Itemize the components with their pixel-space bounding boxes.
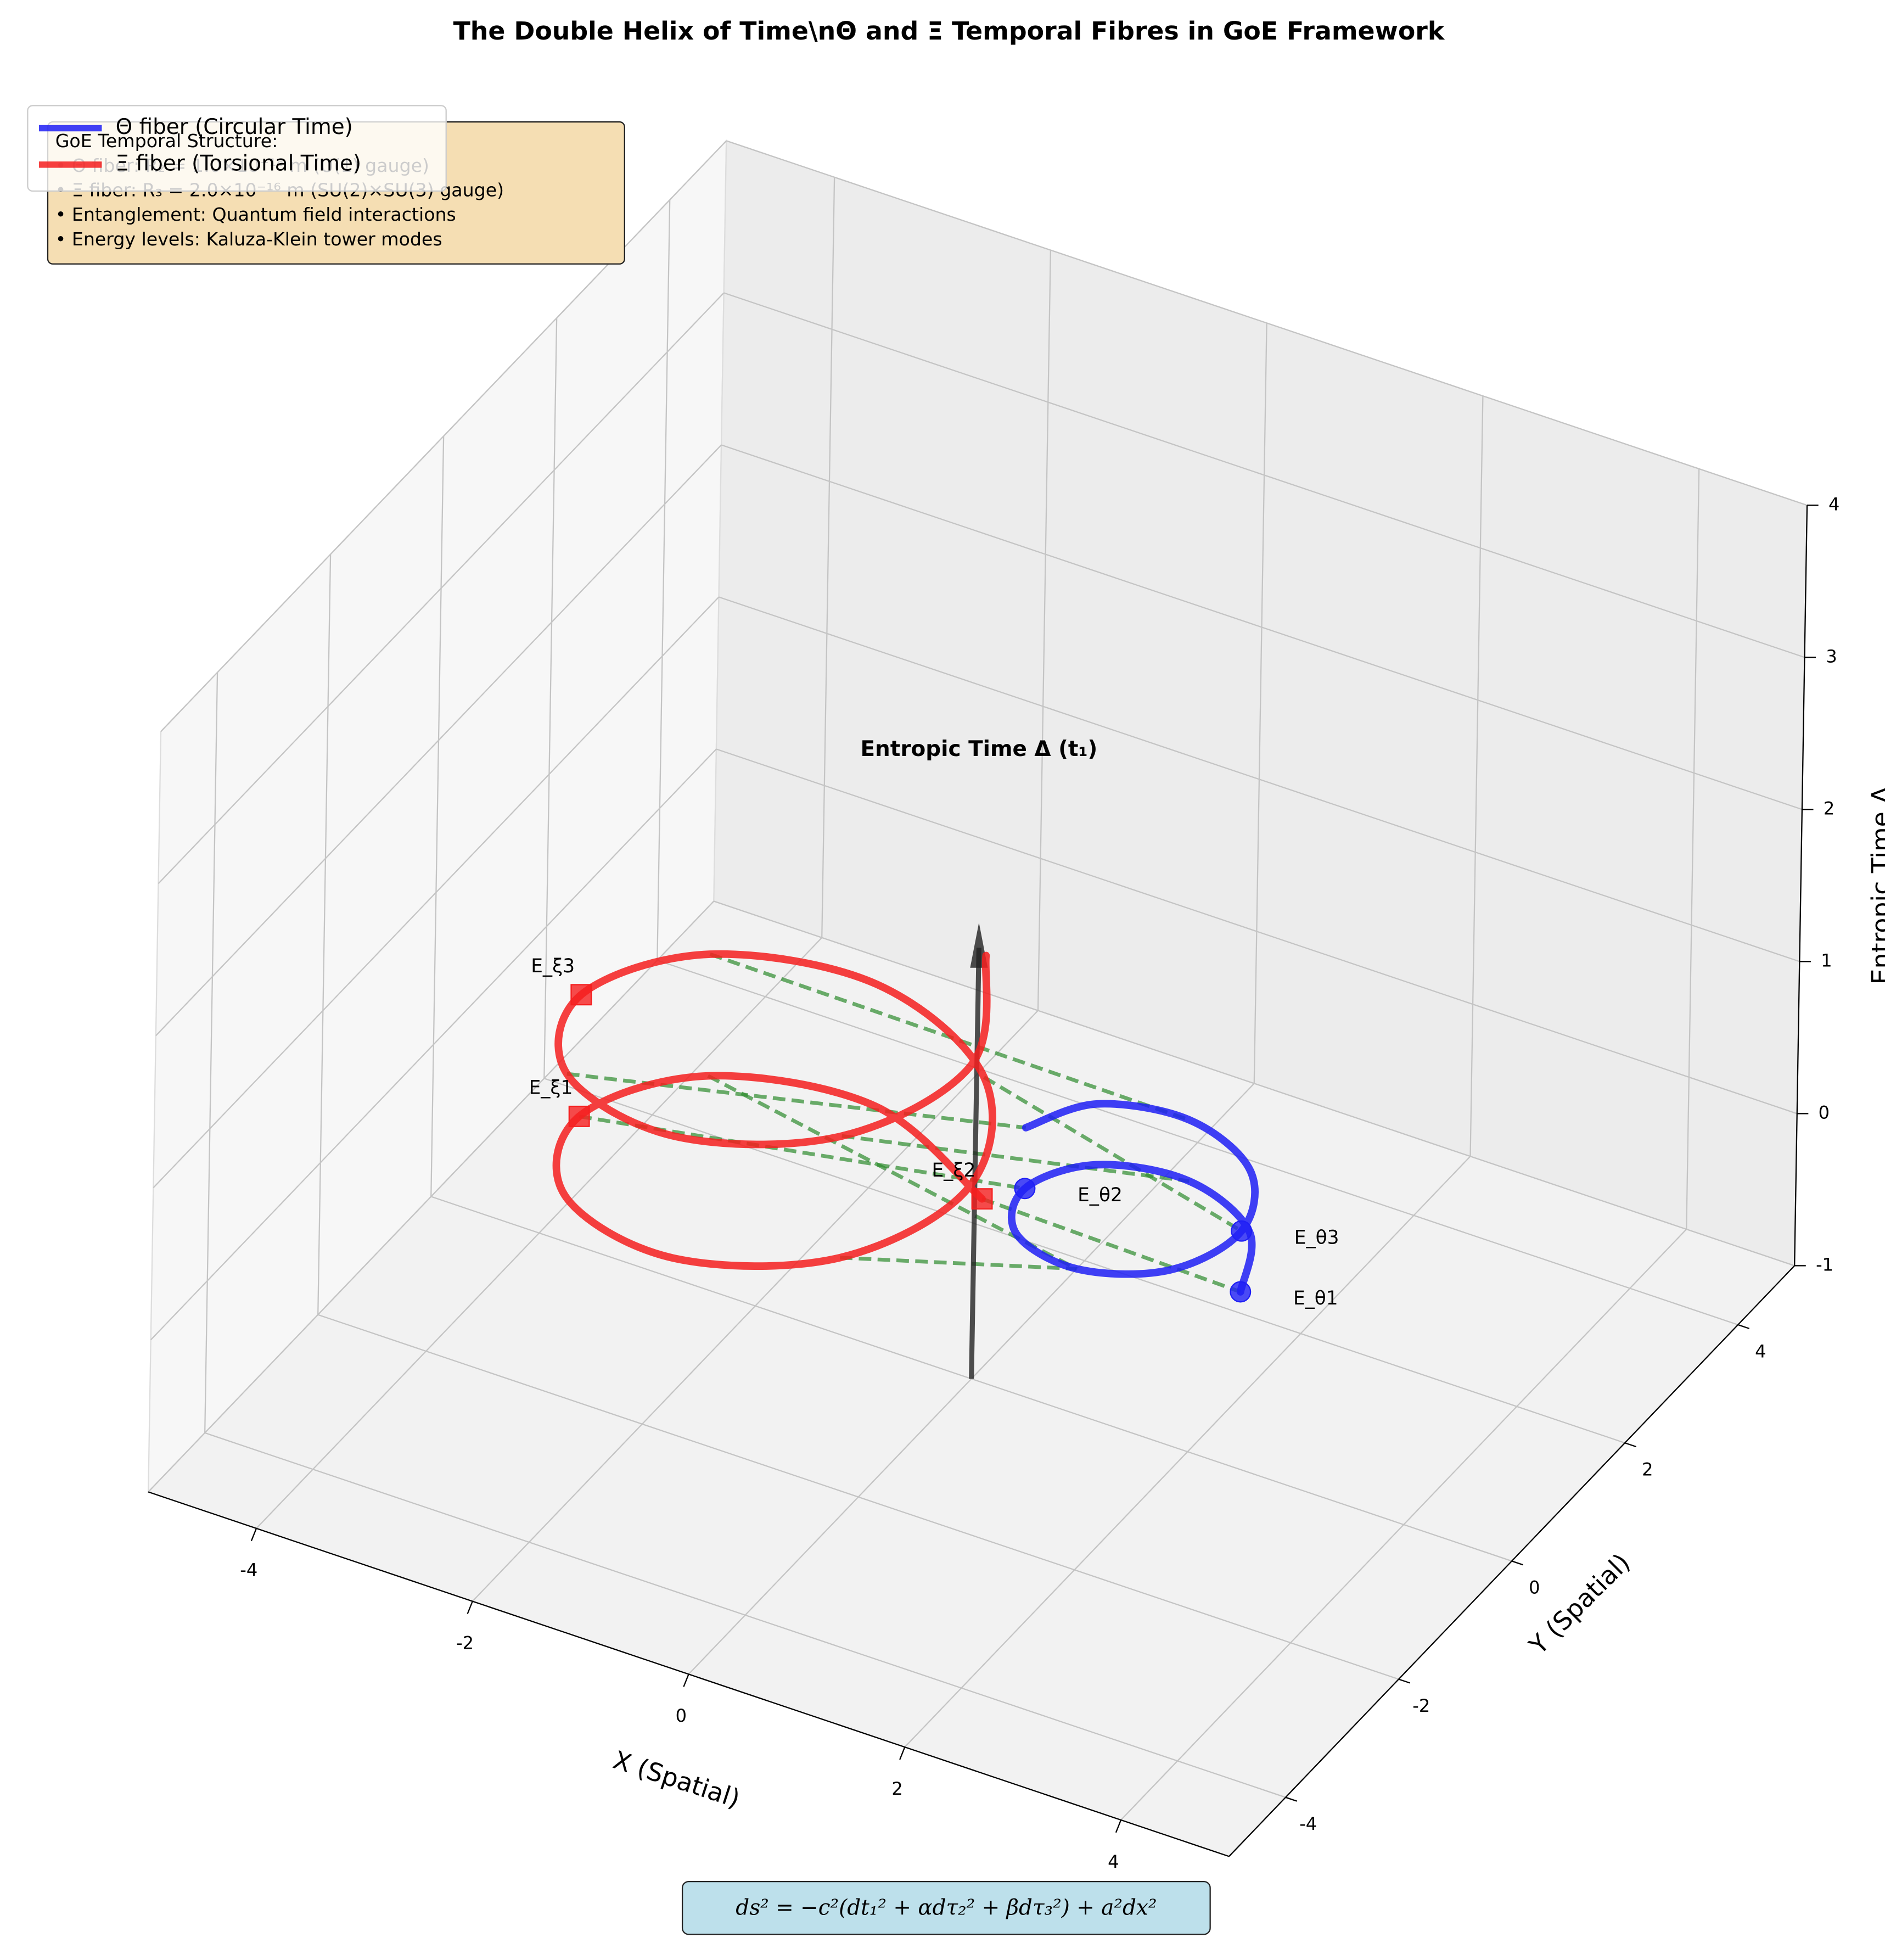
grid-line xyxy=(723,292,1805,658)
grid-line xyxy=(657,959,1738,1326)
grid-line xyxy=(1253,323,1267,1084)
fiber-line xyxy=(1008,1100,1259,1296)
grid-line xyxy=(821,177,835,938)
x-tick xyxy=(250,1528,257,1542)
energy-marker xyxy=(570,984,592,1006)
x-tick xyxy=(683,1673,689,1687)
y-tick xyxy=(1511,1560,1524,1566)
y-tick-label: -2 xyxy=(1412,1695,1430,1716)
info-line: • Energy levels: Kaluza-Klein tower mode… xyxy=(55,228,442,250)
energy-label: E_ξ3 xyxy=(531,955,575,977)
grid-line xyxy=(430,436,445,1197)
entanglement-link xyxy=(839,1256,1077,1271)
grid-line xyxy=(543,1078,1625,1444)
y-tick-label: 0 xyxy=(1529,1577,1540,1598)
entanglement-link xyxy=(981,1197,1241,1294)
grid-line xyxy=(155,444,722,1037)
grid-line xyxy=(317,554,332,1315)
grid-line xyxy=(160,140,727,732)
z-tick-label: 2 xyxy=(1824,798,1834,819)
grid-line xyxy=(1686,468,1700,1229)
energy-label: E_θ1 xyxy=(1293,1287,1338,1309)
x-tick-label: -2 xyxy=(456,1632,474,1653)
y-tick-label: -4 xyxy=(1299,1813,1317,1834)
grid-line xyxy=(153,596,720,1189)
formula: ds² = −c²(dt₁² + αdτ₂² + βdτ₃²) + a²dx² xyxy=(736,1896,1157,1920)
entanglement-link xyxy=(841,1134,1190,1183)
grid-line xyxy=(721,444,1803,810)
z-tick-label: 3 xyxy=(1826,646,1837,667)
z-tick-label: -1 xyxy=(1816,1254,1833,1275)
y-tick-label: 2 xyxy=(1642,1459,1653,1480)
energy-marker xyxy=(568,1105,590,1127)
grid-line xyxy=(158,292,725,884)
axis-line xyxy=(1794,505,1808,1266)
x-tick xyxy=(1115,1819,1122,1833)
grid-line xyxy=(657,199,671,961)
energy-label: E_θ3 xyxy=(1294,1227,1339,1248)
grid-line xyxy=(317,1314,1399,1680)
energy-marker xyxy=(1231,1220,1253,1242)
arrow-label: Entropic Time Δ (t₁) xyxy=(860,737,1097,761)
y-axis-label: Y (Spatial) xyxy=(1523,1548,1636,1660)
grid-line xyxy=(204,1432,1286,1798)
y-tick xyxy=(1624,1442,1637,1448)
energy-label: E_ξ2 xyxy=(932,1160,975,1181)
legend xyxy=(27,105,447,192)
z-tick-label: 0 xyxy=(1819,1102,1830,1123)
time-arrow xyxy=(969,948,981,1379)
x-tick xyxy=(899,1746,906,1760)
axis-line xyxy=(148,1491,1230,1857)
grid-line xyxy=(148,900,715,1493)
x-tick-label: 0 xyxy=(676,1705,687,1726)
grid-line xyxy=(543,318,558,1079)
legend-label: Θ fiber (Circular Time) xyxy=(116,115,353,139)
info-line: GoE Temporal Structure: xyxy=(55,130,278,152)
grid-line xyxy=(150,748,717,1341)
grid-line xyxy=(204,672,218,1433)
z-tick-label: 1 xyxy=(1821,950,1832,971)
grid-line xyxy=(1469,396,1484,1157)
x-tick-label: 2 xyxy=(891,1778,902,1799)
x-axis-label: X (Spatial) xyxy=(610,1745,744,1813)
x-tick-label: 4 xyxy=(1108,1851,1119,1872)
z-axis-label: Entropic Time Δ xyxy=(1866,786,1885,984)
x-tick xyxy=(467,1601,473,1614)
z-tick-label: 4 xyxy=(1828,494,1839,514)
x-tick-label: -4 xyxy=(240,1560,257,1581)
energy-marker xyxy=(971,1188,993,1210)
energy-label: E_θ2 xyxy=(1078,1184,1123,1206)
energy-marker xyxy=(1014,1178,1036,1200)
y-tick xyxy=(1398,1678,1410,1684)
energy-marker xyxy=(1230,1281,1252,1303)
grid-line xyxy=(719,596,1800,962)
energy-label: E_ξ1 xyxy=(529,1077,573,1099)
formula-box xyxy=(681,1880,1211,1935)
panes: -4 -2 0 2 4 -4 -2 0 2 4 -1 0 1 2 3 4 X (Spatial) Y (Spati… xyxy=(147,139,1885,1872)
grid-line xyxy=(713,900,1795,1267)
fiber-line xyxy=(552,950,996,1270)
grid-line xyxy=(716,748,1798,1115)
y-tick xyxy=(1285,1796,1297,1802)
y-tick xyxy=(1737,1324,1750,1329)
overlay: • Θ fiber: R₂ = 1.0×10⁻¹⁸ m (U(1) gauge)… xyxy=(27,105,1211,1935)
info-line: • Entanglement: Quantum field interactio… xyxy=(55,204,456,225)
plot-area: Entropic Time Δ (t₁) E_θ1 E_θ2 E_θ3 E_ξ1 E_ξ2… xyxy=(529,737,1339,1379)
chart-title: The Double Helix of Time\nΘ and Ξ Tempor… xyxy=(453,16,1445,46)
grid-line xyxy=(1037,250,1052,1011)
y-tick-label: 4 xyxy=(1755,1341,1766,1362)
legend-label: Ξ fiber (Torsional Time) xyxy=(116,151,362,176)
grid-line xyxy=(726,140,1808,506)
entanglement-link xyxy=(983,1076,1243,1233)
axis-line xyxy=(1228,1265,1795,1857)
